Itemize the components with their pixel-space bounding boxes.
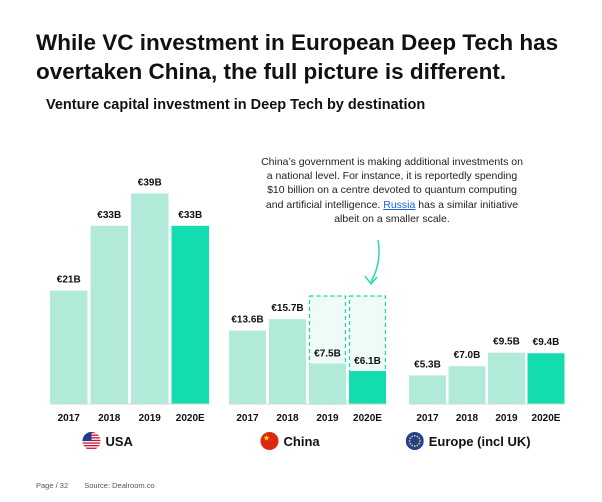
tick-label-china-2019: 2019 xyxy=(316,413,339,424)
data-label-china-2020E: €6.1B xyxy=(354,356,381,367)
data-label-usa-2017: €21B xyxy=(57,275,81,286)
data-label-usa-2018: €33B xyxy=(97,210,121,221)
bar-europe-incl-uk-2020E xyxy=(527,353,565,404)
tick-label-europe-incl-uk-2020E: 2020E xyxy=(532,413,561,424)
bar-europe-incl-uk-2017 xyxy=(409,375,446,404)
tick-label-china-2020E: 2020E xyxy=(353,413,382,424)
data-label-europe-incl-uk-2018: €7.0B xyxy=(454,350,481,361)
data-label-usa-2019: €39B xyxy=(138,177,162,188)
bar-china-2020E xyxy=(349,371,386,404)
tick-label-china-2017: 2017 xyxy=(236,413,259,424)
bar-china-2019 xyxy=(309,363,346,404)
bar-china-2018 xyxy=(269,319,306,404)
data-label-china-2018: €15.7B xyxy=(271,303,303,314)
page-title: While VC investment in European Deep Tec… xyxy=(36,30,559,84)
legend-label-europe-incl-uk: Europe (incl UK) xyxy=(429,434,531,449)
bar-usa-2020E xyxy=(171,225,209,404)
data-label-china-2017: €13.6B xyxy=(231,315,263,326)
data-label-europe-incl-uk-2020E: €9.4B xyxy=(533,337,560,348)
annotation-arrow xyxy=(370,239,380,283)
legend-label-china: China xyxy=(284,434,321,449)
annotation-link-russia[interactable]: Russia xyxy=(383,198,416,211)
tick-label-europe-incl-uk-2018: 2018 xyxy=(456,413,479,424)
tick-label-europe-incl-uk-2017: 2017 xyxy=(416,413,439,424)
data-label-usa-2020E: €33B xyxy=(178,210,202,221)
bar-usa-2018 xyxy=(90,225,128,404)
data-label-europe-incl-uk-2019: €9.5B xyxy=(493,337,520,348)
tick-label-europe-incl-uk-2019: 2019 xyxy=(495,413,518,424)
tick-label-usa-2018: 2018 xyxy=(98,413,121,424)
bar-europe-incl-uk-2018 xyxy=(448,366,486,404)
china-flag-icon xyxy=(260,432,279,450)
bar-china-2017 xyxy=(229,330,266,404)
source-note: Source: Dealroom.co xyxy=(84,481,155,490)
page-number: Page / 32 xyxy=(36,481,69,490)
bar-usa-2019 xyxy=(131,193,169,404)
bar-europe-incl-uk-2019 xyxy=(488,352,525,404)
chart-annotation: China’s government is making additional … xyxy=(258,155,526,226)
bar-usa-2017 xyxy=(50,290,88,404)
legend-label-usa: USA xyxy=(106,434,134,449)
chart-title: Venture capital investment in Deep Tech … xyxy=(46,97,426,113)
tick-label-usa-2019: 2019 xyxy=(139,413,162,424)
tick-label-usa-2020E: 2020E xyxy=(176,413,205,424)
footer: Page / 32 Source: Dealroom.co xyxy=(36,481,169,490)
annotation-text: China’s government is making additional … xyxy=(261,156,523,211)
data-label-europe-incl-uk-2017: €5.3B xyxy=(414,359,441,370)
eu-flag-icon xyxy=(405,432,424,450)
annotation-text-end: has a similar initiative albeit on a sma… xyxy=(334,198,519,225)
usa-flag-icon xyxy=(82,432,101,450)
annotation-arrow-head xyxy=(364,275,378,286)
tick-label-usa-2017: 2017 xyxy=(58,413,81,424)
data-label-china-2019: €7.5B xyxy=(314,349,341,360)
tick-label-china-2018: 2018 xyxy=(276,413,299,424)
